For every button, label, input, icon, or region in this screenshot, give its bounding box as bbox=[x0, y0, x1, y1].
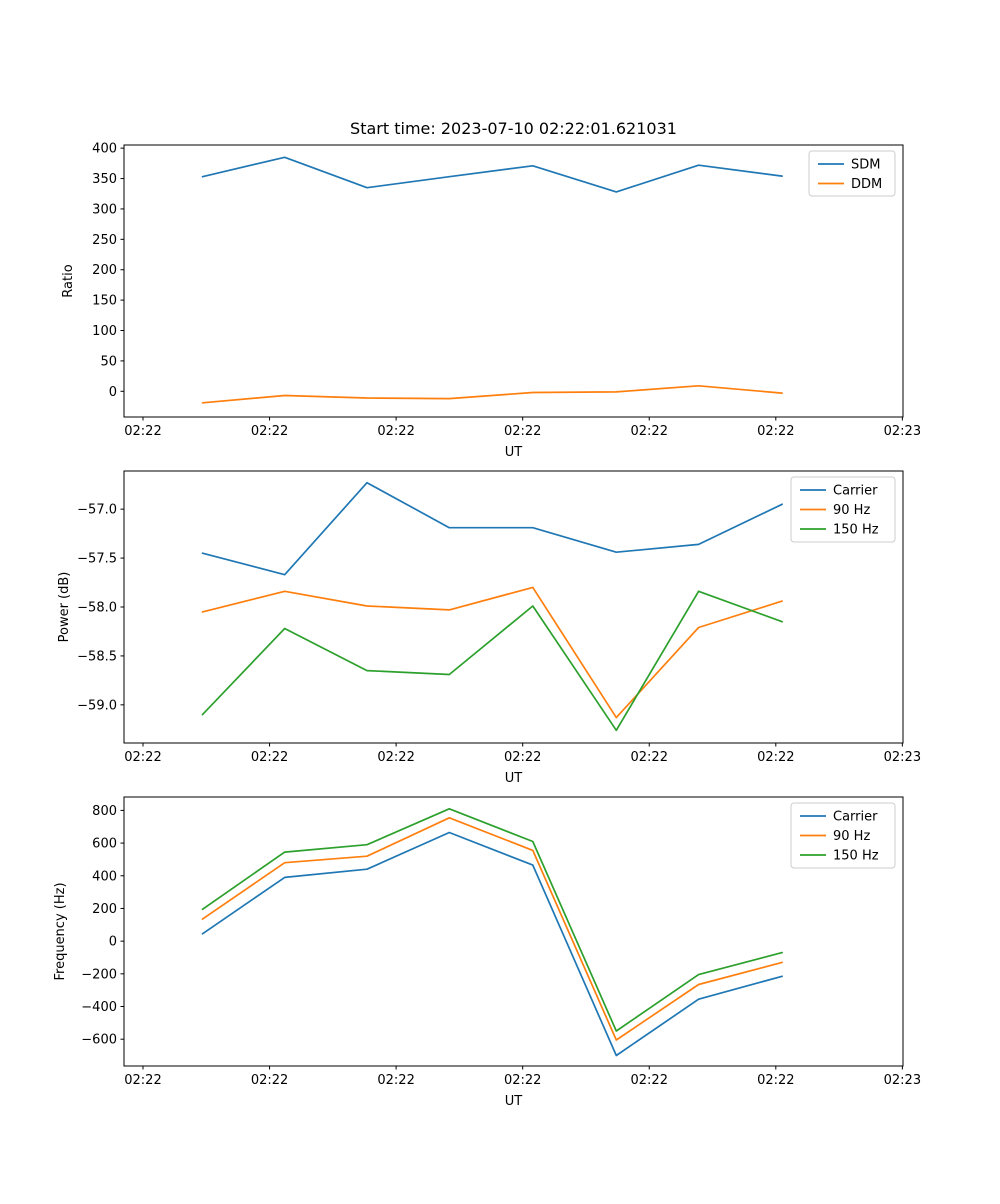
legend: Carrier 90 Hz 150 Hz bbox=[790, 476, 896, 543]
y-tick-label: 250 bbox=[92, 233, 117, 248]
y-tick-label: 0 bbox=[109, 935, 117, 950]
y-tick-label: −57.5 bbox=[77, 552, 117, 567]
x-tick-label: 02:22 bbox=[631, 750, 668, 765]
legend: Carrier 90 Hz 150 Hz bbox=[790, 802, 896, 869]
y-tick-label: 200 bbox=[92, 263, 117, 278]
axes-frame bbox=[123, 470, 904, 744]
x-axis: 02:22 02:22 02:22 02:22 02:22 02:22 02:23 UT bbox=[124, 417, 921, 460]
x-tick-label: 02:22 bbox=[631, 1073, 668, 1088]
y-tick-label: 800 bbox=[92, 804, 117, 819]
y-axis: −600 −400 −200 0 200 400 600 800 Frequency (Hz) bbox=[53, 804, 124, 1048]
y-tick-label: 0 bbox=[109, 385, 117, 400]
y-tick-label: 300 bbox=[92, 202, 117, 217]
y-axis-label: Frequency (Hz) bbox=[53, 882, 68, 980]
x-tick-label: 02:23 bbox=[884, 750, 921, 765]
axes-frame bbox=[123, 796, 904, 1067]
legend-label-90-hz: 90 Hz bbox=[833, 829, 870, 844]
series-line-90-hz bbox=[201, 586, 783, 719]
y-tick-label: 200 bbox=[92, 902, 117, 917]
y-tick-label: 150 bbox=[92, 294, 117, 309]
y-tick-label: −600 bbox=[81, 1033, 117, 1048]
series-line-90-hz bbox=[201, 816, 783, 1041]
y-tick-label: −59.0 bbox=[77, 698, 117, 713]
x-tick-label: 02:22 bbox=[377, 1073, 414, 1088]
x-tick-label: 02:23 bbox=[884, 424, 921, 439]
x-tick-label: 02:22 bbox=[631, 424, 668, 439]
y-tick-label: −400 bbox=[81, 1000, 117, 1015]
legend-label-ddm: DDM bbox=[851, 177, 882, 192]
x-tick-label: 02:22 bbox=[251, 424, 288, 439]
subplot-3: 02:22 02:22 02:22 02:22 02:22 02:22 02:23 UT −60… bbox=[53, 796, 921, 1109]
y-tick-label: −58.0 bbox=[77, 601, 117, 616]
legend-label-150-hz: 150 Hz bbox=[833, 849, 879, 864]
legend-label-sdm: SDM bbox=[851, 158, 880, 173]
y-tick-label: −57.0 bbox=[77, 503, 117, 518]
series-line-sdm bbox=[201, 156, 783, 193]
x-axis-label: UT bbox=[505, 1094, 523, 1109]
x-tick-label: 02:22 bbox=[251, 1073, 288, 1088]
legend: SDM DDM bbox=[808, 150, 896, 197]
x-tick-label: 02:22 bbox=[504, 1073, 541, 1088]
x-tick-label: 02:22 bbox=[124, 424, 161, 439]
x-tick-label: 02:22 bbox=[757, 750, 794, 765]
x-tick-label: 02:22 bbox=[251, 750, 288, 765]
legend-box bbox=[790, 802, 896, 869]
y-tick-label: 50 bbox=[100, 354, 117, 369]
x-tick-label: 02:22 bbox=[504, 424, 541, 439]
series-line-150-hz bbox=[201, 807, 783, 1032]
series-line-carrier bbox=[201, 831, 783, 1057]
y-axis: 0 50 100 150 200 250 300 350 400 Ratio bbox=[61, 142, 124, 400]
y-axis: −59.0 −58.5 −58.0 −57.5 −57.0 Power (dB) bbox=[57, 503, 124, 713]
x-tick-label: 02:22 bbox=[377, 750, 414, 765]
x-axis-label: UT bbox=[505, 771, 523, 786]
legend-label-carrier: Carrier bbox=[833, 810, 878, 825]
series-line-ddm bbox=[201, 384, 783, 404]
subplot-1: 02:22 02:22 02:22 02:22 02:22 02:22 02:23 UT 0 50… bbox=[61, 142, 921, 460]
legend-label-90-hz: 90 Hz bbox=[833, 503, 870, 518]
x-tick-label: 02:22 bbox=[757, 1073, 794, 1088]
y-tick-label: −200 bbox=[81, 967, 117, 982]
x-axis-label: UT bbox=[505, 445, 523, 460]
y-tick-label: 400 bbox=[92, 142, 117, 157]
legend-box bbox=[808, 150, 896, 197]
legend-box bbox=[790, 476, 896, 543]
series-line-carrier bbox=[201, 481, 783, 576]
x-tick-label: 02:22 bbox=[504, 750, 541, 765]
y-tick-label: 100 bbox=[92, 324, 117, 339]
figure-title: Start time: 2023-07-10 02:22:01.621031 bbox=[350, 119, 677, 138]
x-tick-label: 02:22 bbox=[757, 424, 794, 439]
x-tick-label: 02:23 bbox=[884, 1073, 921, 1088]
legend-label-carrier: Carrier bbox=[833, 484, 878, 499]
y-tick-label: 400 bbox=[92, 869, 117, 884]
x-tick-label: 02:22 bbox=[124, 1073, 161, 1088]
x-tick-label: 02:22 bbox=[377, 424, 414, 439]
series-line-150-hz bbox=[201, 590, 783, 732]
x-tick-label: 02:22 bbox=[124, 750, 161, 765]
y-tick-label: −58.5 bbox=[77, 649, 117, 664]
legend-label-150-hz: 150 Hz bbox=[833, 523, 879, 538]
x-axis: 02:22 02:22 02:22 02:22 02:22 02:22 02:23 UT bbox=[124, 1066, 921, 1109]
subplot-2: 02:22 02:22 02:22 02:22 02:22 02:22 02:23 UT −59… bbox=[57, 470, 921, 786]
y-tick-label: 600 bbox=[92, 837, 117, 852]
y-tick-label: 350 bbox=[92, 172, 117, 187]
axes-frame bbox=[123, 144, 904, 418]
y-axis-label: Power (dB) bbox=[57, 572, 72, 643]
y-axis-label: Ratio bbox=[61, 264, 76, 297]
x-axis: 02:22 02:22 02:22 02:22 02:22 02:22 02:23 UT bbox=[124, 743, 921, 786]
